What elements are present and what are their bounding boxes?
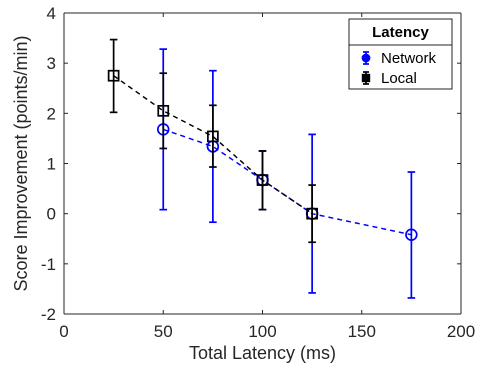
- legend-label-local: Local: [381, 70, 417, 87]
- x-axis-tick-label: 50: [154, 322, 173, 341]
- legend: Latency Network Local: [348, 18, 453, 90]
- x-axis-title: Total Latency (ms): [189, 343, 336, 363]
- local-data-point: [306, 207, 318, 220]
- local-data-point: [207, 130, 219, 143]
- y-axis-tick-label: 1: [47, 155, 56, 174]
- legend-item-local: Local: [361, 70, 417, 87]
- y-axis-tick-label: 3: [47, 54, 56, 73]
- y-axis-title: Score Improvement (points/min): [11, 35, 31, 291]
- x-axis-tick-label: 0: [59, 322, 68, 341]
- y-axis-tick-label: -2: [41, 305, 56, 324]
- x-axis-tick-label: 100: [248, 322, 276, 341]
- network-data-point: [405, 228, 418, 241]
- x-axis-tick-label: 150: [348, 322, 376, 341]
- local-data-point: [107, 69, 120, 82]
- local-data-point: [157, 104, 170, 117]
- legend-label-network: Network: [381, 50, 437, 67]
- legend-title: Latency: [372, 24, 429, 41]
- local-dashed-trend-line: [113, 75, 313, 215]
- local-data-point: [256, 174, 269, 186]
- axes-layer: 0 50 100 150 200 -2 -1 0 1 2 3 4: [41, 4, 475, 341]
- y-axis-tick-label: -1: [41, 255, 56, 274]
- legend-local-marker-icon: [361, 73, 371, 83]
- x-axis-tick-label: 200: [447, 322, 475, 341]
- legend-network-marker-icon: [361, 53, 371, 63]
- y-axis-tick-label: 2: [47, 104, 56, 123]
- series-local: [107, 38, 318, 244]
- y-axis-tick-label: 0: [47, 205, 56, 224]
- y-axis-tick-label: 4: [47, 4, 56, 23]
- legend-item-network: Network: [361, 50, 437, 67]
